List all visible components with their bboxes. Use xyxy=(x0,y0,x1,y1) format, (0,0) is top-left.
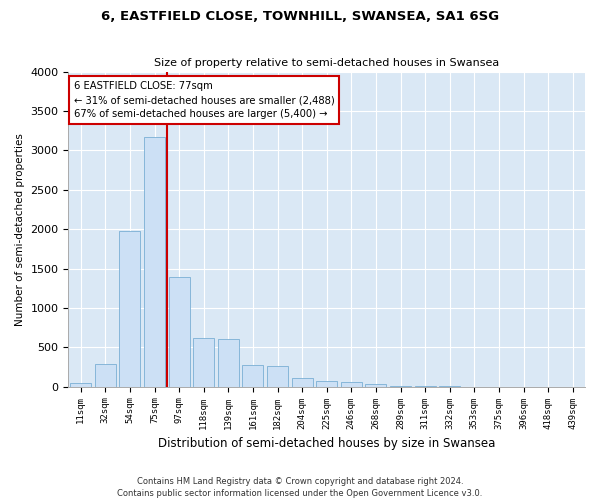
X-axis label: Distribution of semi-detached houses by size in Swansea: Distribution of semi-detached houses by … xyxy=(158,437,496,450)
Bar xyxy=(316,381,337,386)
Bar xyxy=(218,338,239,386)
Y-axis label: Number of semi-detached properties: Number of semi-detached properties xyxy=(15,132,25,326)
Bar xyxy=(95,364,116,386)
Text: Contains HM Land Registry data © Crown copyright and database right 2024.
Contai: Contains HM Land Registry data © Crown c… xyxy=(118,476,482,498)
Bar xyxy=(119,232,140,386)
Bar xyxy=(267,366,288,386)
Bar xyxy=(242,366,263,386)
Text: 6 EASTFIELD CLOSE: 77sqm
← 31% of semi-detached houses are smaller (2,488)
67% o: 6 EASTFIELD CLOSE: 77sqm ← 31% of semi-d… xyxy=(74,81,334,119)
Bar xyxy=(193,338,214,386)
Bar xyxy=(365,384,386,386)
Bar xyxy=(70,383,91,386)
Bar xyxy=(169,277,190,386)
Bar xyxy=(144,137,165,386)
Bar xyxy=(341,382,362,386)
Title: Size of property relative to semi-detached houses in Swansea: Size of property relative to semi-detach… xyxy=(154,58,499,68)
Bar xyxy=(292,378,313,386)
Text: 6, EASTFIELD CLOSE, TOWNHILL, SWANSEA, SA1 6SG: 6, EASTFIELD CLOSE, TOWNHILL, SWANSEA, S… xyxy=(101,10,499,23)
